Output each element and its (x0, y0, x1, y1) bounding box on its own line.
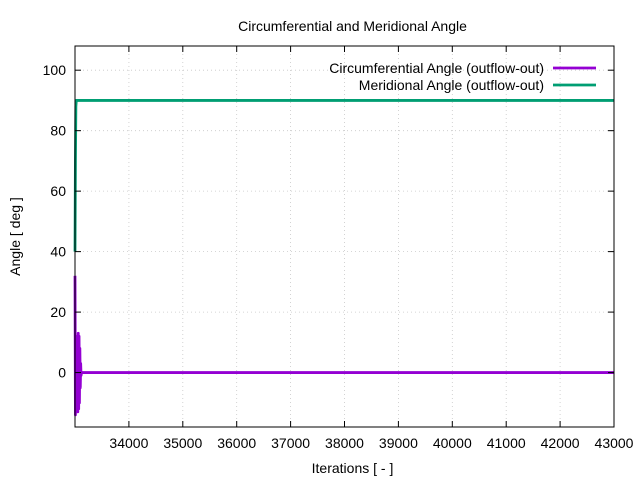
x-tick-label: 39000 (379, 435, 418, 451)
x-tick-label: 37000 (271, 435, 310, 451)
y-tick-label: 100 (43, 62, 67, 78)
x-tick-label: 38000 (325, 435, 364, 451)
x-tick-label: 41000 (487, 435, 526, 451)
legend: Circumferential Angle (outflow-out)Merid… (329, 60, 596, 93)
x-tick-label: 36000 (217, 435, 256, 451)
y-tick-label: 20 (50, 304, 66, 320)
y-tick-label: 60 (50, 183, 66, 199)
y-axis-label: Angle [ deg ] (7, 197, 23, 276)
x-tick-label: 35000 (163, 435, 202, 451)
y-tick-label: 0 (58, 365, 66, 381)
legend-label-1: Circumferential Angle (outflow-out) (329, 60, 544, 76)
y-tick-label: 40 (50, 244, 66, 260)
tick-layer: 0 20 40 60 80 100 34000 35000 36000 37000 38000 390… (43, 46, 634, 451)
grid-layer (75, 46, 615, 427)
series-layer (73, 99, 614, 417)
plot-frame (74, 45, 615, 428)
x-tick-label: 34000 (109, 435, 148, 451)
series-line-1 (73, 275, 614, 417)
y-tick-label: 80 (50, 123, 66, 139)
chart-title: Circumferential and Meridional Angle (238, 18, 467, 34)
x-axis-label: Iterations [ - ] (312, 460, 394, 476)
x-tick-label: 43000 (595, 435, 634, 451)
legend-label-2: Meridional Angle (outflow-out) (359, 77, 544, 93)
x-tick-label: 42000 (541, 435, 580, 451)
series-line-2 (73, 99, 614, 252)
x-tick-label: 40000 (433, 435, 472, 451)
